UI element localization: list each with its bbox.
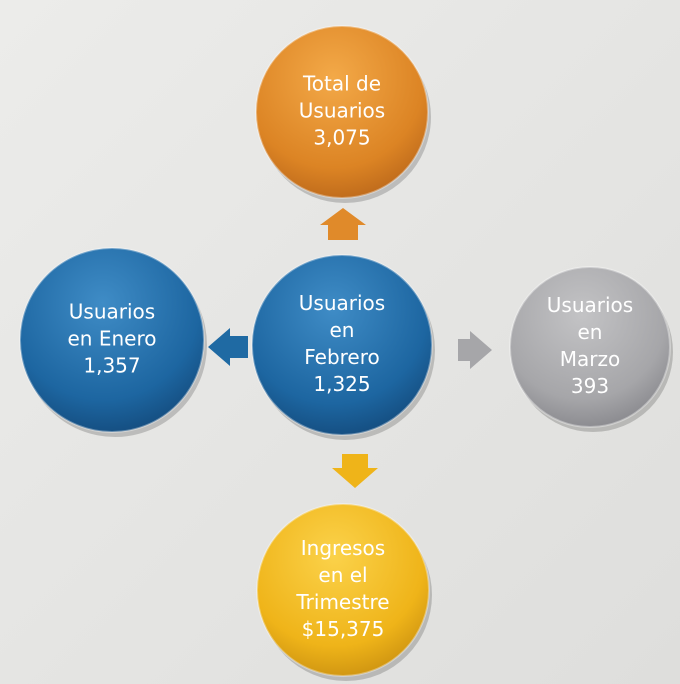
node-circle <box>256 503 430 677</box>
arrow-right <box>458 331 492 369</box>
node-circle <box>255 25 429 199</box>
node-label: Usuarios <box>547 293 633 317</box>
node-label: Usuarios <box>299 291 385 315</box>
node-label: Febrero <box>304 345 380 369</box>
node-circle <box>19 247 205 433</box>
node-label: Marzo <box>560 347 620 371</box>
node-label: Trimestre <box>295 590 389 614</box>
node-label: en Enero <box>68 327 157 351</box>
node-label: Usuarios <box>299 99 385 123</box>
node-value: 3,075 <box>313 126 370 150</box>
node-label: en el <box>318 563 367 587</box>
node-value: $15,375 <box>302 617 385 641</box>
node-value: 1,357 <box>83 354 140 378</box>
node-label: Usuarios <box>69 300 155 324</box>
node-label: Total de <box>302 72 381 96</box>
node-circle <box>509 266 671 428</box>
node-value: 1,325 <box>313 372 370 396</box>
node-label: Ingresos <box>301 536 385 560</box>
node-label: en <box>578 320 603 344</box>
arrow-up <box>320 208 366 240</box>
arrow-down <box>332 454 378 488</box>
node-value: 393 <box>571 374 609 398</box>
node-circle <box>251 254 433 436</box>
node-label: en <box>330 318 355 342</box>
nodes: Total de Usuarios 3,075 Usuarios en Enero 1,3… <box>19 25 673 681</box>
arrow-left <box>208 328 248 366</box>
